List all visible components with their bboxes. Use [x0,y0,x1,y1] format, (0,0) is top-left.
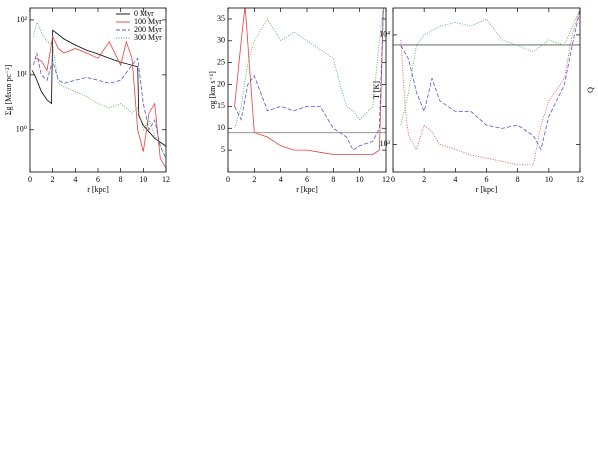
plot-frame [227,7,387,173]
legend-label: 0 Myr [134,9,154,18]
plot-area [393,9,580,166]
series-line [35,35,166,169]
series-line [400,9,580,126]
x-tick-label: 0 [226,175,230,184]
plot-frame [29,7,167,173]
x-tick-label: 10 [356,175,364,184]
x-tick-label: 10 [545,175,553,184]
y-tick-label: 35 [217,14,225,23]
series-line [33,52,166,159]
y-axis-label: Q [586,87,595,93]
x-tick-label: 8 [119,175,123,184]
series-line [400,9,580,151]
x-tick-label: 2 [422,175,426,184]
series-line [400,9,580,166]
y-tick-label: 10³ [380,139,391,148]
plot-frame [392,7,581,173]
legend-label: 300 Myr [134,33,162,42]
y-axis-label: T [K] [372,81,381,99]
y-axis-label: Σg [Msun pc⁻²] [4,64,13,115]
x-axis-label: r [kpc] [296,185,318,194]
series-line [31,29,166,147]
series-line [234,8,384,129]
series-line [234,8,384,151]
y-axis-label: σg [km s⁻¹] [208,71,217,109]
x-tick-label: 12 [382,175,390,184]
series-line [33,21,166,159]
legend-label: 100 Myr [134,17,162,26]
x-tick-label: 2 [51,175,55,184]
x-tick-label: 2 [252,175,256,184]
x-tick-label: 10 [139,175,147,184]
y-tick-label: 30 [217,36,225,45]
plot-area [228,8,386,155]
x-tick-label: 0 [391,175,395,184]
series-line [234,8,384,155]
x-tick-label: 8 [516,175,520,184]
x-tick-label: 8 [331,175,335,184]
y-tick-label: 10¹ [17,70,28,79]
x-tick-label: 0 [28,175,32,184]
plot-area [31,21,166,169]
x-tick-label: 12 [576,175,584,184]
x-tick-label: 4 [453,175,457,184]
y-tick-label: 25 [217,57,225,66]
legend-label: 200 Myr [134,25,162,34]
y-tick-label: 10 [217,123,225,132]
x-tick-label: 6 [485,175,489,184]
x-tick-label: 4 [279,175,283,184]
x-tick-label: 12 [162,175,170,184]
y-tick-label: 15 [217,101,225,110]
y-tick-label: 10⁰ [16,125,27,134]
y-tick-label: 20 [217,79,225,88]
x-axis-label: r [kpc] [87,185,109,194]
y-tick-label: 10² [17,15,28,24]
x-tick-label: 6 [305,175,309,184]
y-tick-label: 10⁴ [379,30,390,39]
x-tick-label: 6 [96,175,100,184]
x-axis-label: r [kpc] [476,185,498,194]
y-tick-label: 5 [221,145,225,154]
x-tick-label: 4 [73,175,77,184]
